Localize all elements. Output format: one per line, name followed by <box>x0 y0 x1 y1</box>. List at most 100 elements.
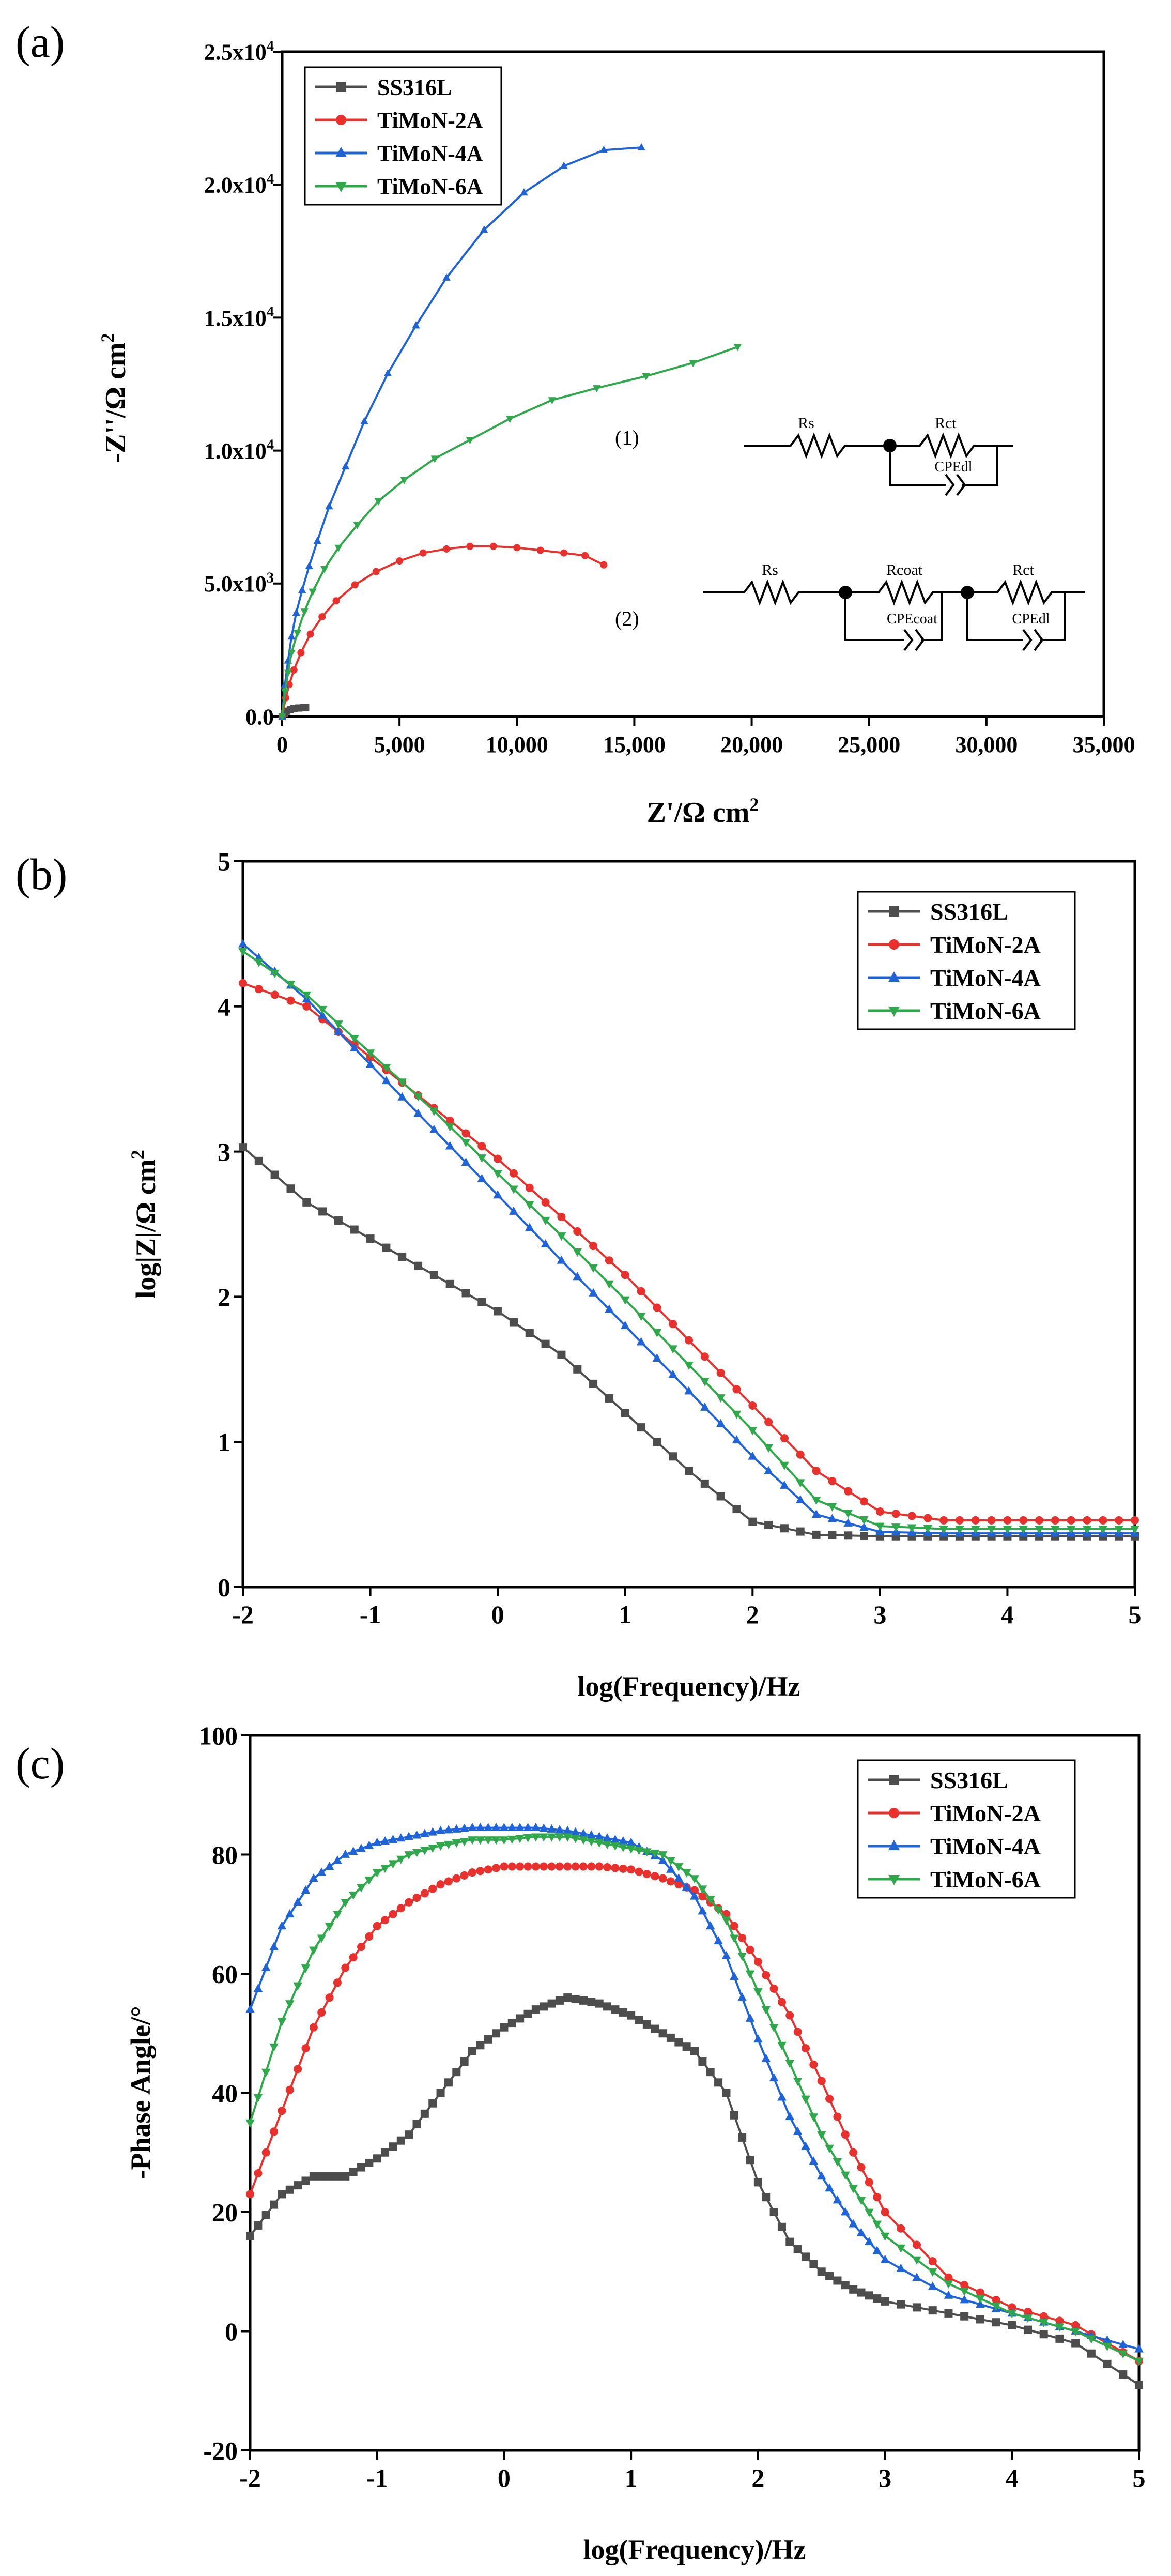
data-point-ss316l <box>405 2130 413 2139</box>
data-point-timon-6a <box>334 1020 343 1029</box>
circuit2-rct-resistor <box>967 579 1085 606</box>
data-point-timon-6a <box>827 1503 837 1512</box>
data-point-timon-6a <box>281 688 289 696</box>
data-point-timon-4a <box>928 2281 937 2290</box>
data-point-timon-6a <box>571 1835 580 1843</box>
data-point-timon-4a <box>499 1823 509 1832</box>
data-point-timon-4a <box>523 1823 533 1832</box>
y-tick-label: 100 <box>199 1721 238 1750</box>
data-point-timon-2a <box>611 1864 620 1872</box>
data-point-timon-2a <box>357 1943 365 1952</box>
data-point-ss316l <box>573 1365 582 1374</box>
circuit2-cpedl-wire-right <box>1040 592 1066 641</box>
data-point-timon-2a <box>461 1129 470 1138</box>
series-line-timon-2a <box>249 1865 1139 2362</box>
data-point-timon-6a <box>1019 1526 1028 1534</box>
y-tick-label: 1.0x104 <box>204 437 274 464</box>
data-point-timon-2a <box>365 1932 374 1941</box>
data-point-ss316l <box>865 2291 873 2300</box>
data-point-ss316l <box>698 2057 707 2066</box>
x-tick-label: 0 <box>498 2463 511 2492</box>
data-point-timon-6a <box>278 713 286 721</box>
data-point-timon-6a <box>793 2078 803 2086</box>
data-point-timon-4a <box>816 2171 826 2180</box>
data-point-timon-2a <box>306 630 314 638</box>
data-point-timon-2a <box>445 1116 454 1125</box>
data-point-timon-2a <box>730 1922 738 1930</box>
data-point-timon-6a <box>445 1123 455 1132</box>
data-point-timon-2a <box>581 552 589 559</box>
circuit2-rcoat-label: Rcoat <box>886 561 923 578</box>
data-point-timon-6a <box>557 1232 566 1241</box>
circuit-2-label: (2) <box>615 607 639 630</box>
data-point-timon-4a <box>737 1992 747 2001</box>
data-point-timon-4a <box>381 1076 391 1085</box>
data-point-ss316l <box>700 1479 709 1488</box>
data-point-ss316l <box>294 2181 302 2190</box>
legend-marker-timon-4a <box>335 147 347 157</box>
data-point-timon-4a <box>875 1527 885 1535</box>
data-point-timon-6a <box>515 1835 525 1843</box>
data-point-timon-4a <box>436 1825 445 1834</box>
data-point-timon-4a <box>269 1942 279 1950</box>
data-point-timon-6a <box>674 1863 684 1872</box>
data-point-timon-2a <box>690 1886 699 1895</box>
data-point-timon-4a <box>912 2273 921 2281</box>
data-point-timon-4a <box>668 1369 677 1378</box>
data-point-timon-2a <box>875 1507 884 1516</box>
data-point-timon-4a <box>1134 2344 1144 2353</box>
data-point-timon-6a <box>849 2185 858 2193</box>
data-point-timon-6a <box>309 588 317 596</box>
data-point-ss316l <box>389 2142 397 2151</box>
data-point-ss316l <box>309 2172 318 2181</box>
legend-label-ss316l: SS316L <box>930 898 1008 925</box>
data-point-timon-6a <box>341 1899 350 1908</box>
data-point-timon-6a <box>302 991 312 1000</box>
data-point-timon-6a <box>1066 1526 1076 1534</box>
series-line-timon-2a <box>281 545 605 717</box>
circuit1-rct-label: Rct <box>935 415 957 432</box>
data-point-timon-6a <box>698 1885 707 1894</box>
data-point-ss316l <box>500 2023 509 2032</box>
data-point-timon-4a <box>610 1835 620 1843</box>
data-point-ss316l <box>881 2297 889 2306</box>
data-point-timon-4a <box>493 1190 502 1199</box>
y-tick-label: 80 <box>212 1840 238 1869</box>
data-point-ss316l <box>436 2089 445 2097</box>
data-point-timon-2a <box>738 1933 747 1942</box>
data-point-ss316l <box>540 2002 548 2011</box>
data-point-timon-2a <box>492 1864 501 1872</box>
data-point-timon-2a <box>907 1512 916 1520</box>
legend-c: SS316L TiMoN-2A TiMoN-4A TiMoN-6A <box>857 1759 1076 1899</box>
data-point-timon-4a <box>509 1206 518 1215</box>
legend-b: SS316L TiMoN-2A TiMoN-4A TiMoN-6A <box>857 891 1076 1030</box>
data-point-timon-4a <box>301 1885 311 1894</box>
data-point-timon-6a <box>238 948 248 956</box>
data-point-timon-2a <box>762 1971 771 1979</box>
y-axis-title-b: log|Z|/Ω cm2 <box>127 1150 161 1299</box>
circuit-1-label: (1) <box>615 426 639 449</box>
data-point-ss316l <box>637 1423 645 1432</box>
x-tick-label: 5,000 <box>374 732 425 757</box>
data-point-timon-4a <box>507 1823 517 1832</box>
data-point-timon-2a <box>1019 1516 1028 1525</box>
data-point-timon-6a <box>658 1851 668 1860</box>
data-point-timon-2a <box>1083 1516 1091 1525</box>
legend-marker-timon-4a <box>888 971 900 982</box>
data-point-timon-4a <box>753 2034 763 2043</box>
data-point-timon-2a <box>341 1963 350 1972</box>
data-point-ss316l <box>507 2019 516 2028</box>
data-point-ss316l <box>809 2260 818 2268</box>
data-point-timon-6a <box>594 1839 604 1848</box>
data-point-timon-4a <box>795 1495 805 1503</box>
data-point-timon-2a <box>573 1227 582 1236</box>
data-point-timon-2a <box>254 2169 263 2178</box>
circuit2-node-1 <box>839 586 852 599</box>
data-point-timon-2a <box>254 985 263 994</box>
data-point-timon-6a <box>293 1982 302 1991</box>
data-point-timon-2a <box>373 1922 381 1930</box>
data-point-timon-6a <box>1087 2335 1096 2344</box>
data-point-timon-6a <box>991 2303 1001 2311</box>
data-point-ss316l <box>762 2193 771 2202</box>
legend-marker-timon-6a <box>888 1007 900 1017</box>
